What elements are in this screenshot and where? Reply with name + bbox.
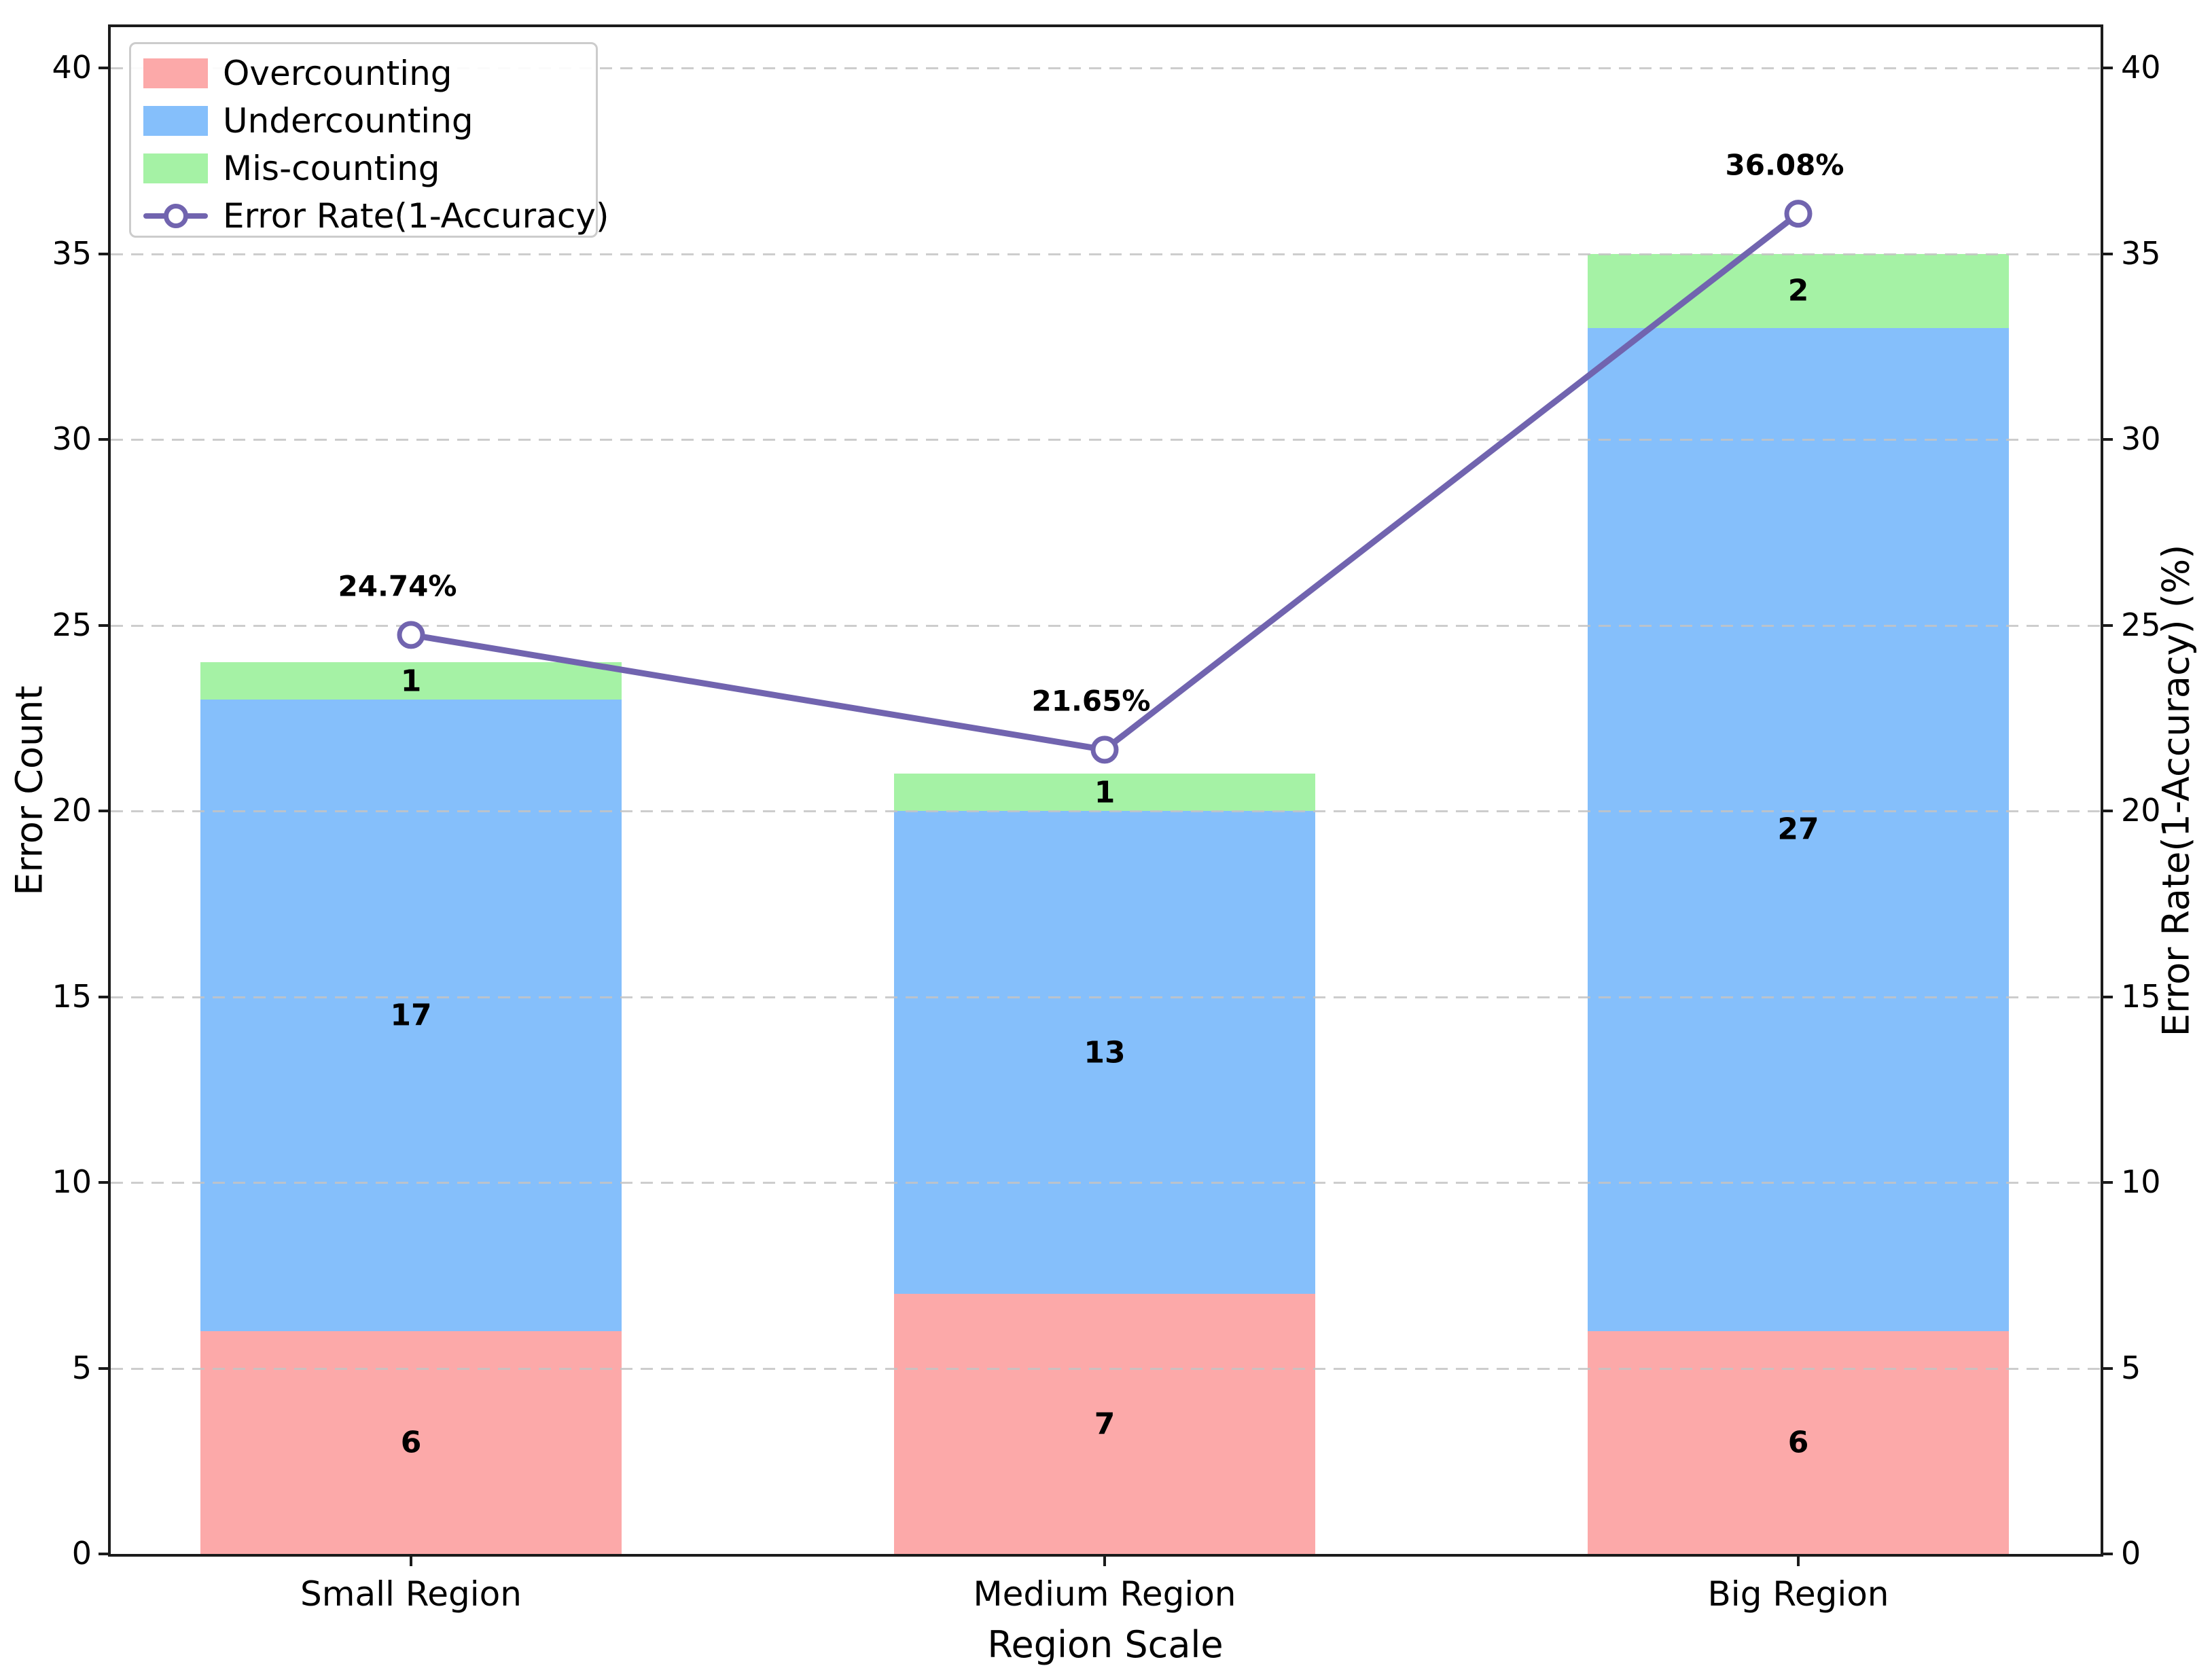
y-tick-left-25 [99, 623, 111, 627]
bar-segment-undercounting-1 [894, 811, 1315, 1294]
legend-label: Overcounting [223, 54, 452, 93]
error-rate-marker-2 [1784, 200, 1813, 228]
legend-item-undercounting: Undercounting [131, 97, 596, 145]
x-tick-0 [410, 1554, 412, 1566]
gridline-30 [111, 439, 2101, 441]
y-tick-label-right-15: 15 [2121, 977, 2161, 1015]
gridline-10 [111, 1182, 2101, 1184]
legend-item-error-rate-1-accuracy-: Error Rate(1-Accuracy) [131, 192, 609, 240]
y-tick-label-right-25: 25 [2121, 606, 2161, 643]
gridline-40 [111, 67, 2101, 70]
y-tick-left-0 [99, 1553, 111, 1555]
bar-value-label-overcounting-0: 6 [400, 1425, 422, 1460]
legend-item-overcounting: Overcounting [131, 50, 596, 97]
y-tick-right-10 [2101, 1181, 2113, 1184]
y-tick-label-right-5: 5 [2121, 1349, 2141, 1386]
y-tick-right-5 [2101, 1366, 2113, 1370]
bar-value-label-mis-counting-0: 1 [400, 664, 422, 699]
y-tick-left-10 [99, 1181, 111, 1184]
y-tick-label-right-30: 30 [2121, 420, 2161, 458]
y-tick-right-25 [2101, 623, 2113, 627]
bar-value-label-overcounting-1: 7 [1094, 1407, 1116, 1442]
bar-value-label-undercounting-2: 27 [1777, 812, 1819, 847]
bar-segment-undercounting-2 [1588, 328, 2009, 1331]
bar-value-label-undercounting-1: 13 [1084, 1035, 1126, 1070]
y-tick-right-30 [2101, 438, 2113, 441]
y-tick-right-15 [2101, 995, 2113, 998]
bar-segment-mis-counting-0 [200, 662, 622, 700]
legend-label: Mis-counting [223, 149, 440, 188]
y-tick-left-15 [99, 995, 111, 998]
bar-value-label-mis-counting-2: 2 [1787, 273, 1809, 308]
y-tick-right-40 [2101, 67, 2113, 70]
legend-item-mis-counting: Mis-counting [131, 145, 596, 192]
undercounting-swatch-icon [143, 106, 208, 136]
y-tick-label-left-25: 25 [52, 606, 92, 643]
y-tick-right-20 [2101, 810, 2113, 813]
bar-segment-mis-counting-1 [894, 774, 1315, 812]
error-rate-line [410, 211, 1800, 753]
gridline-35 [111, 253, 2101, 255]
error-rate-marker-icon [164, 204, 188, 228]
bar-segment-mis-counting-2 [1588, 253, 2009, 329]
mis-counting-swatch-icon [143, 153, 208, 183]
gridline-5 [111, 1367, 2101, 1370]
y-tick-label-right-40: 40 [2121, 49, 2161, 86]
x-tick-label-1: Medium Region [973, 1574, 1236, 1614]
x-tick-2 [1797, 1554, 1800, 1566]
y-tick-left-30 [99, 438, 111, 441]
y-tick-label-right-20: 20 [2121, 792, 2161, 829]
y-tick-right-35 [2101, 252, 2113, 255]
x-tick-label-2: Big Region [1707, 1574, 1889, 1614]
y-tick-label-left-10: 10 [52, 1163, 92, 1201]
y-tick-left-20 [99, 810, 111, 813]
x-axis-label: Region Scale [987, 1623, 1224, 1666]
gridline-20 [111, 810, 2101, 813]
legend: Overcounting Undercounting Mis-counting Err… [129, 42, 609, 240]
error-rate-annotation-0: 24.74% [338, 569, 457, 603]
y-tick-left-40 [99, 67, 111, 70]
error-rate-marker-1 [1090, 736, 1119, 764]
y-tick-label-right-10: 10 [2121, 1163, 2161, 1201]
y-tick-label-left-40: 40 [52, 49, 92, 86]
overcounting-swatch-icon [143, 58, 208, 88]
error-rate-marker-0 [397, 621, 425, 649]
x-tick-1 [1103, 1554, 1106, 1566]
y-tick-label-left-5: 5 [71, 1349, 92, 1386]
error-rate-annotation-2: 36.08% [1725, 148, 1844, 182]
y-tick-left-5 [99, 1366, 111, 1370]
y-tick-label-right-0: 0 [2121, 1535, 2141, 1572]
y-tick-label-left-15: 15 [52, 977, 92, 1015]
legend-label: Error Rate(1-Accuracy) [223, 196, 609, 236]
y-tick-label-left-0: 0 [71, 1535, 92, 1572]
y-tick-label-left-35: 35 [52, 234, 92, 272]
y-tick-label-left-20: 20 [52, 792, 92, 829]
y-tick-left-35 [99, 252, 111, 255]
bar-segment-overcounting-1 [894, 1294, 1315, 1554]
y-tick-right-0 [2101, 1553, 2113, 1555]
error-rate-annotation-1: 21.65% [1031, 684, 1151, 718]
gridline-15 [111, 996, 2101, 998]
y-tick-label-right-35: 35 [2121, 234, 2161, 272]
legend-label: Undercounting [223, 101, 474, 141]
bar-value-label-mis-counting-1: 1 [1094, 775, 1116, 810]
x-tick-label-0: Small Region [300, 1574, 522, 1614]
bar-value-label-overcounting-2: 6 [1787, 1425, 1809, 1460]
y-tick-label-left-30: 30 [52, 420, 92, 458]
gridline-25 [111, 624, 2101, 627]
bar-segment-undercounting-0 [200, 699, 622, 1331]
bar-value-label-undercounting-0: 17 [390, 998, 432, 1033]
